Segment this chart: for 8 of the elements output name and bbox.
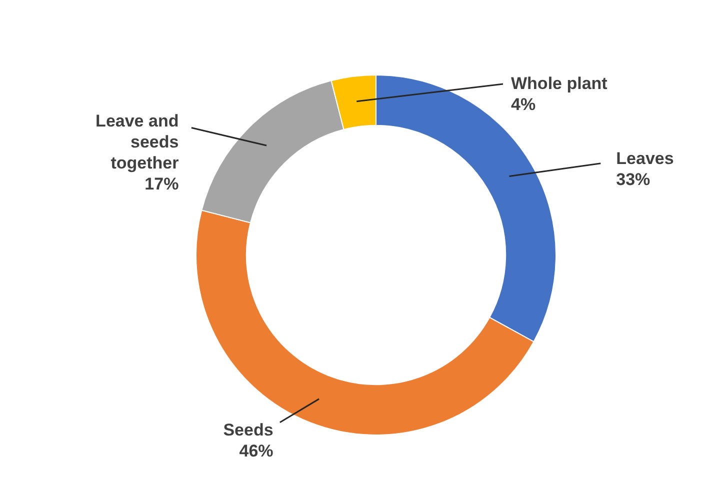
data-label: 17%: [144, 174, 179, 194]
slice-label: Whole plant: [511, 74, 608, 93]
data-label: 46%: [239, 442, 274, 461]
data-label: 33%: [616, 170, 650, 189]
slice-label: Leave and seeds together: [96, 111, 180, 172]
slice-label: Leaves: [616, 148, 674, 168]
slice-label: Seeds: [223, 420, 274, 440]
data-label: 4%: [511, 95, 536, 114]
